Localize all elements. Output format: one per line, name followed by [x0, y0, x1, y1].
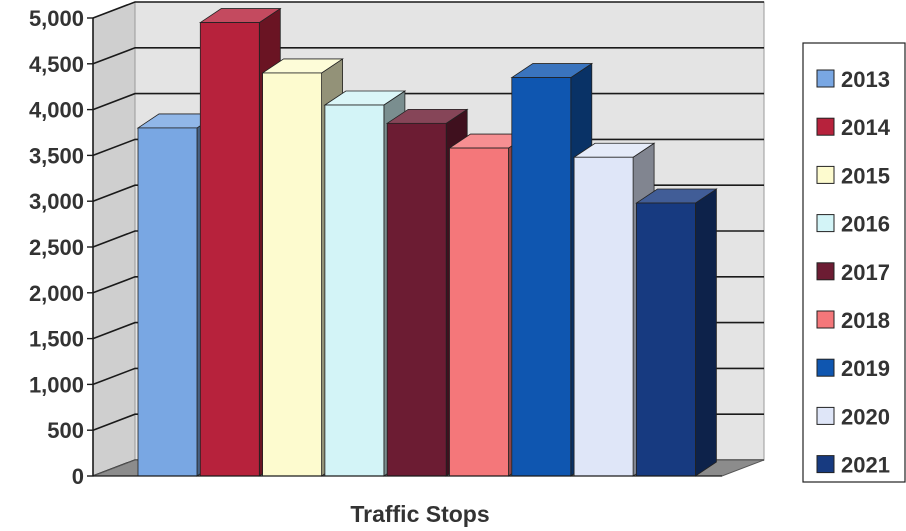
legend-label: 2014 [841, 115, 891, 140]
legend-swatch [816, 214, 835, 233]
legend-label: 2021 [841, 453, 890, 478]
y-tick-label: 5,000 [29, 6, 84, 31]
legend-item-2020: 2020 [816, 404, 890, 429]
y-tick-label: 1,000 [29, 372, 84, 397]
legend-item-2014: 2014 [816, 115, 891, 140]
bar-front-2019 [511, 77, 572, 477]
x-axis-label: Traffic Stops [350, 501, 489, 527]
y-axis: 0 500 1,000 1,500 2,000 2,500 3,000 3,500 4,000 4… [29, 6, 722, 489]
y-tick-label: 4,500 [29, 52, 84, 77]
legend-item-2015: 2015 [816, 163, 890, 188]
legend-item-2017: 2017 [816, 260, 890, 285]
y-tick-label: 4,000 [29, 98, 84, 123]
legend-label: 2018 [841, 308, 890, 333]
y-tick-label: 1,500 [29, 327, 84, 352]
bar-front-2021 [636, 202, 696, 477]
y-tick-label: 2,500 [29, 235, 84, 260]
legend-swatch [816, 310, 835, 329]
legend-label: 2016 [841, 212, 890, 237]
legend-item-2016: 2016 [816, 212, 890, 237]
grid-line [92, 46, 764, 65]
legend-swatch [816, 406, 835, 425]
bar-front-2013 [137, 127, 198, 477]
bar-front-2016 [324, 104, 385, 477]
bar-front-2018 [449, 147, 509, 477]
legend-label: 2015 [841, 163, 890, 188]
y-tick-label: 500 [47, 418, 84, 443]
y-tick-label: 2,000 [29, 281, 84, 306]
bar-front-2014 [199, 22, 260, 477]
grid-line [92, 1, 764, 19]
legend-label: 2019 [841, 356, 890, 381]
bar-2021 [635, 188, 718, 477]
bar-front-2020 [573, 156, 634, 477]
legend-swatch [816, 69, 835, 88]
legend: 2013 2014 2015 2016 2017 2018 2019 2020 2021 [802, 42, 906, 483]
legend-item-2021: 2021 [816, 453, 890, 478]
bar-front-2015 [262, 72, 323, 477]
bar-front-2017 [386, 122, 447, 477]
legend-label: 2013 [841, 67, 890, 92]
legend-swatch [816, 165, 835, 184]
legend-label: 2017 [841, 260, 890, 285]
legend-item-2019: 2019 [816, 356, 890, 381]
y-tick-label: 0 [72, 464, 84, 489]
legend-swatch [816, 117, 835, 136]
legend-item-2013: 2013 [816, 67, 890, 92]
legend-label: 2020 [841, 404, 890, 429]
y-tick-label: 3,500 [29, 143, 84, 168]
legend-swatch [816, 262, 835, 281]
legend-swatch [816, 358, 835, 377]
legend-swatch [816, 455, 835, 474]
bar-side-2021 [695, 188, 717, 477]
legend-item-2018: 2018 [816, 308, 890, 333]
y-tick-label: 3,000 [29, 189, 84, 214]
bars [136, 7, 718, 477]
